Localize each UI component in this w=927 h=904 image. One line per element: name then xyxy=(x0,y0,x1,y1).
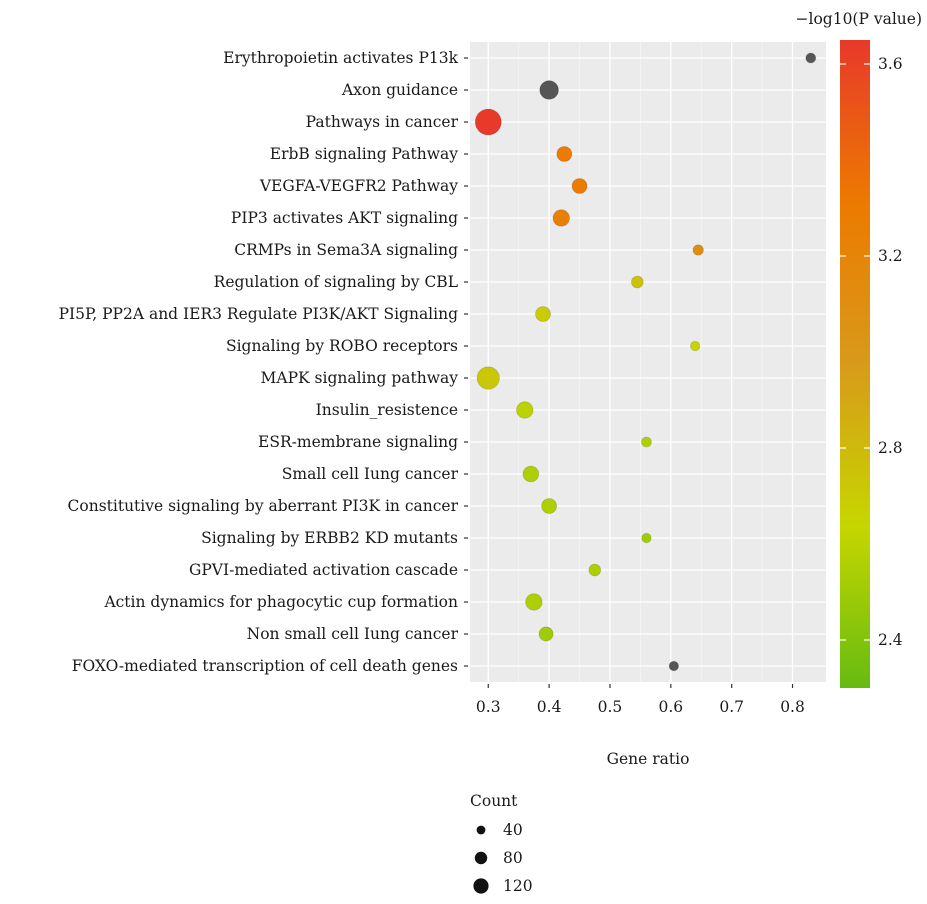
size-legend-title: Count xyxy=(470,792,518,810)
size-legend-dot xyxy=(473,878,489,894)
x-tick-label: 0.7 xyxy=(719,698,744,716)
y-tick-label: PIP3 activates AKT signaling xyxy=(231,209,458,227)
y-axis: Erythropoietin activates P13k Axon guidan… xyxy=(59,49,468,675)
y-tick-label: Constitutive signaling by aberrant PI3K … xyxy=(68,497,459,515)
y-tick-label: VEGFA-VEGFR2 Pathway xyxy=(259,177,458,195)
data-point xyxy=(588,563,602,577)
y-tick-label: Small cell Iung cancer xyxy=(282,465,459,483)
y-tick-label: Signaling by ERBB2 KD mutants xyxy=(201,529,458,547)
data-point xyxy=(805,52,817,64)
y-tick-label: MAPK signaling pathway xyxy=(261,369,459,387)
data-points xyxy=(474,52,817,672)
data-point xyxy=(535,306,551,322)
data-point xyxy=(552,209,570,227)
data-point xyxy=(690,340,701,352)
data-point xyxy=(631,275,644,289)
y-tick-label: Axon guidance xyxy=(341,81,458,99)
y-tick-label: FOXO-mediated transcription of cell deat… xyxy=(72,657,458,675)
color-bar xyxy=(840,40,870,688)
data-point xyxy=(525,593,543,611)
y-tick-label: ESR-membrane signaling xyxy=(258,433,458,451)
size-legend: Count 40 80 120 xyxy=(470,792,533,895)
data-point xyxy=(668,660,680,672)
x-tick-label: 0.3 xyxy=(476,698,501,716)
color-bar-tick-label: 2.8 xyxy=(878,439,903,457)
x-tick-label: 0.5 xyxy=(598,698,623,716)
plot-panel xyxy=(470,42,826,682)
data-point xyxy=(571,178,588,194)
size-legend-label: 120 xyxy=(503,877,533,895)
color-legend: −log10(P value) 3.6 3.2 2.8 2.4 xyxy=(796,10,922,688)
y-tick-label: ErbB signaling Pathway xyxy=(270,145,458,163)
y-tick-label: Insulin_resistence xyxy=(316,401,458,419)
data-point xyxy=(641,436,652,448)
size-legend-dot xyxy=(474,851,488,865)
y-tick-label: Erythropoietin activates P13k xyxy=(223,49,458,67)
data-point xyxy=(516,401,534,419)
x-axis: 0.3 0.4 0.5 0.6 0.7 0.8 xyxy=(476,684,805,716)
y-tick-label: Signaling by ROBO receptors xyxy=(226,337,458,355)
data-point xyxy=(476,366,500,390)
x-tick-label: 0.6 xyxy=(658,698,683,716)
color-bar-tick-label: 2.4 xyxy=(878,631,903,649)
x-axis-title: Gene ratio xyxy=(607,750,690,768)
color-legend-title: −log10(P value) xyxy=(796,10,922,28)
y-tick-label: CRMPs in Sema3A signaling xyxy=(234,241,458,259)
data-point xyxy=(541,498,558,514)
y-tick-label: Regulation of signaling by CBL xyxy=(214,273,458,291)
y-tick-label: PI5P, PP2A and IER3 Regulate PI3K/AKT Si… xyxy=(59,305,459,323)
grid-lines xyxy=(470,42,826,682)
data-point xyxy=(539,80,559,100)
y-tick-label: Non small cell Iung cancer xyxy=(247,625,459,643)
y-tick-label: Actin dynamics for phagocytic cup format… xyxy=(103,593,458,611)
size-legend-label: 80 xyxy=(503,849,523,867)
data-point xyxy=(641,532,652,544)
data-point xyxy=(556,146,573,162)
size-legend-dot xyxy=(476,825,486,835)
data-point xyxy=(692,244,704,256)
data-point xyxy=(522,465,540,483)
y-tick-label: GPVI-mediated activation cascade xyxy=(189,561,458,579)
data-point xyxy=(538,626,554,642)
x-tick-label: 0.8 xyxy=(780,698,805,716)
color-bar-tick-label: 3.2 xyxy=(878,247,903,265)
size-legend-label: 40 xyxy=(503,821,523,839)
data-point xyxy=(474,108,502,136)
x-tick-label: 0.4 xyxy=(537,698,562,716)
y-tick-label: Pathways in cancer xyxy=(306,113,459,131)
color-bar-tick-label: 3.6 xyxy=(878,55,903,73)
